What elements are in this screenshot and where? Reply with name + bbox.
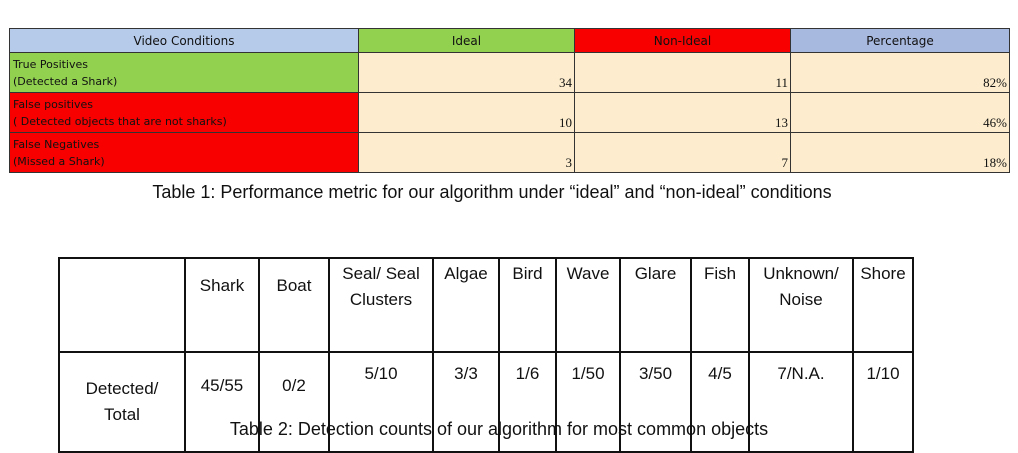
header-shark: Shark xyxy=(184,257,260,353)
cell-boat: 0/2 xyxy=(258,351,330,453)
table-row: True Positives (Detected a Shark) 34 11 … xyxy=(9,52,1010,93)
cell-ideal: 10 xyxy=(358,92,575,133)
header-seal-line1: Seal/ Seal xyxy=(342,264,420,283)
detection-counts-table: Shark Boat Seal/ Seal Clusters Algae Bir… xyxy=(58,257,914,453)
table2-header-row: Shark Boat Seal/ Seal Clusters Algae Bir… xyxy=(58,257,914,353)
header-empty-cell xyxy=(58,257,186,353)
header-wave: Wave xyxy=(555,257,621,353)
cell-bird: 1/6 xyxy=(498,351,557,453)
table1-header-row: Video Conditions Ideal Non-Ideal Percent… xyxy=(9,28,1010,53)
table2-caption: Table 2: Detection counts of our algorit… xyxy=(229,419,769,439)
performance-metric-table: Video Conditions Ideal Non-Ideal Percent… xyxy=(9,28,1010,173)
header-algae: Algae xyxy=(432,257,500,353)
header-unknown-line1: Unknown/ xyxy=(763,264,839,283)
header-fish: Fish xyxy=(690,257,750,353)
row-label-subtitle: ( Detected objects that are not sharks) xyxy=(13,114,227,128)
header-seal: Seal/ Seal Clusters xyxy=(328,257,434,353)
header-video-conditions: Video Conditions xyxy=(9,28,359,53)
cell-wave: 1/50 xyxy=(555,351,621,453)
header-ideal: Ideal xyxy=(358,28,575,53)
row-label-title: True Positives xyxy=(13,57,88,71)
table-row: Detected/ Total 45/55 0/2 5/10 3/3 1/6 1… xyxy=(58,351,914,453)
cell-non-ideal: 7 xyxy=(574,132,791,173)
row-label-line2: Total xyxy=(104,405,140,424)
header-boat: Boat xyxy=(258,257,330,353)
cell-seal: 5/10 xyxy=(328,351,434,453)
cell-fish: 4/5 xyxy=(690,351,750,453)
header-bird: Bird xyxy=(498,257,557,353)
cell-ideal: 3 xyxy=(358,132,575,173)
cell-percentage: 82% xyxy=(790,52,1010,93)
cell-percentage: 46% xyxy=(790,92,1010,133)
cell-glare: 3/50 xyxy=(619,351,692,453)
header-glare: Glare xyxy=(619,257,692,353)
cell-shark: 45/55 xyxy=(184,351,260,453)
table-row: False positives ( Detected objects that … xyxy=(9,92,1010,133)
cell-percentage: 18% xyxy=(790,132,1010,173)
header-non-ideal: Non-Ideal xyxy=(574,28,791,53)
header-unknown-noise: Unknown/ Noise xyxy=(748,257,854,353)
row-label-false-negatives: False Negatives (Missed a Shark) xyxy=(9,132,359,173)
cell-non-ideal: 13 xyxy=(574,92,791,133)
cell-shore: 1/10 xyxy=(852,351,914,453)
header-percentage: Percentage xyxy=(790,28,1010,53)
table1-caption: Table 1: Performance metric for our algo… xyxy=(152,182,832,202)
row-label-title: False Negatives xyxy=(13,137,100,151)
row-label-line1: Detected/ xyxy=(85,379,159,398)
header-shore: Shore xyxy=(852,257,914,353)
row-label-title: False positives xyxy=(13,97,93,111)
cell-non-ideal: 11 xyxy=(574,52,791,93)
row-label-subtitle: (Detected a Shark) xyxy=(13,74,118,88)
header-unknown-line2: Noise xyxy=(779,290,823,309)
header-seal-line2: Clusters xyxy=(349,290,413,309)
row-label-true-positives: True Positives (Detected a Shark) xyxy=(9,52,359,93)
table-row: False Negatives (Missed a Shark) 3 7 18% xyxy=(9,132,1010,173)
row-label-detected-total: Detected/ Total xyxy=(58,351,186,453)
cell-algae: 3/3 xyxy=(432,351,500,453)
cell-unknown-noise: 7/N.A. xyxy=(748,351,854,453)
row-label-subtitle: (Missed a Shark) xyxy=(13,154,105,168)
row-label-false-positives: False positives ( Detected objects that … xyxy=(9,92,359,133)
cell-ideal: 34 xyxy=(358,52,575,93)
